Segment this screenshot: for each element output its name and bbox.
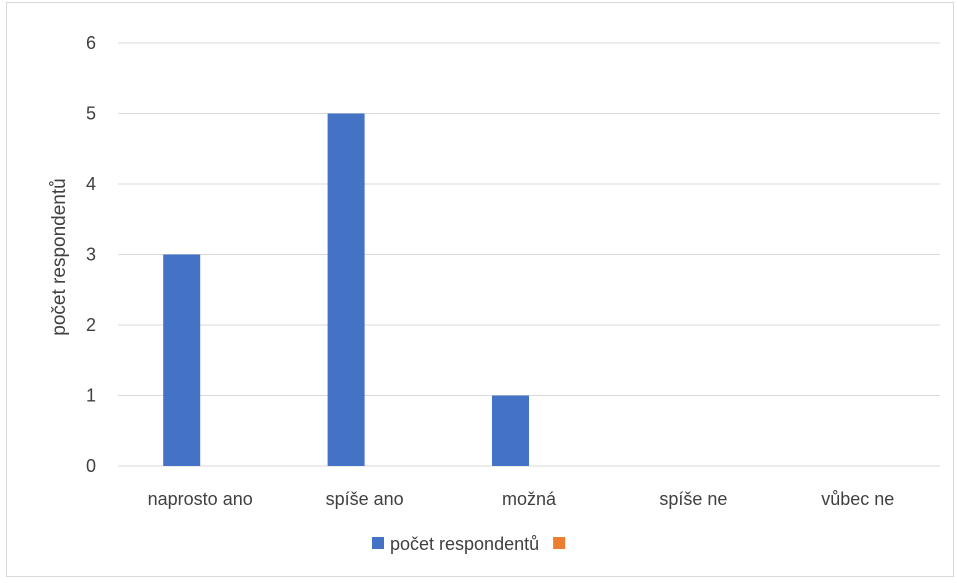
x-tick-label: spíše ne [659,489,727,509]
y-tick-label: 1 [86,386,96,406]
bar [163,254,201,466]
y-tick-label: 5 [86,104,96,124]
bar [492,395,529,466]
bar-chart: 0 1 2 3 4 5 6 naprosto ano spíše ano možná spíše … [49,33,940,554]
chart-area: 0 1 2 3 4 5 6 naprosto ano spíše ano možná spíše … [6,2,954,577]
x-tick-label: naprosto ano [148,489,253,509]
y-tick-label: 4 [86,174,96,194]
x-tick-label: možná [502,489,557,509]
y-tick-label: 6 [86,33,96,53]
bars [163,113,529,466]
x-tick-label: vůbec ne [821,489,894,509]
y-tick-label: 0 [86,456,96,476]
gridlines [118,42,940,467]
x-tick-label: spíše ano [326,489,404,509]
legend: počet respondentů [372,534,566,554]
legend-label: počet respondentů [390,534,539,554]
legend-swatch [372,537,384,549]
y-tick-labels: 0 1 2 3 4 5 6 [86,33,96,476]
y-axis-title: počet respondentů [49,178,70,335]
x-tick-labels: naprosto ano spíše ano možná spíše ne vůbec … [148,489,895,509]
bar [327,113,365,466]
y-tick-label: 2 [86,315,96,335]
y-tick-label: 3 [86,245,96,265]
legend-swatch [553,537,566,549]
